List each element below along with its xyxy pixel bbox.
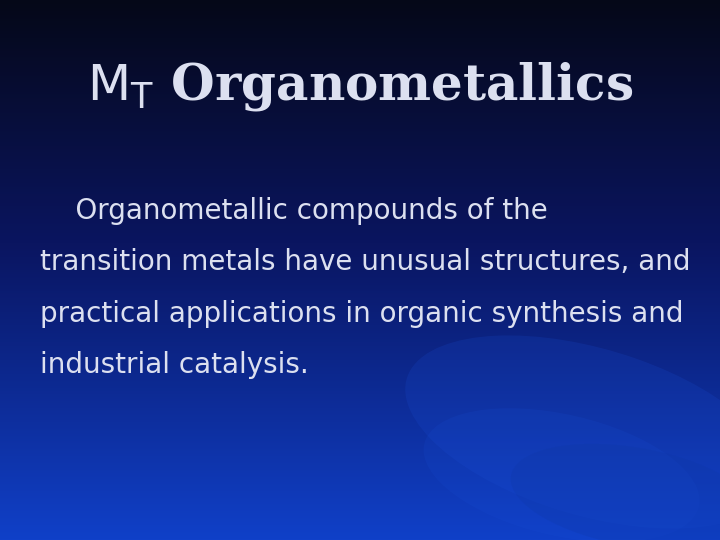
Text: $\mathsf{M_T}$ Organometallics: $\mathsf{M_T}$ Organometallics [87,60,633,113]
Text: transition metals have unusual structures, and: transition metals have unusual structure… [40,248,690,276]
Ellipse shape [405,335,720,529]
Ellipse shape [423,408,700,540]
Text: industrial catalysis.: industrial catalysis. [40,351,308,379]
Text: practical applications in organic synthesis and: practical applications in organic synthe… [40,300,683,328]
Text: Organometallic compounds of the: Organometallic compounds of the [40,197,547,225]
Ellipse shape [510,444,720,540]
